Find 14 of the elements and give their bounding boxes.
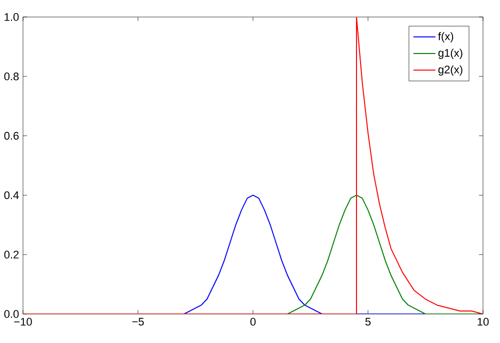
legend-label: g2(x) (438, 65, 462, 76)
y-tick-label: 0.4 (4, 191, 19, 200)
x-tick-label: 0 (250, 318, 256, 326)
y-tick-label: 1.0 (4, 13, 19, 21)
y-tick-label: 0.8 (4, 72, 19, 80)
legend-label: f(x) (438, 32, 454, 42)
x-tick-label: −5 (132, 318, 144, 326)
legend-label: g1(x) (438, 48, 462, 59)
y-tick-label: 0.2 (4, 250, 19, 258)
x-tick-label: 5 (365, 318, 371, 326)
y-tick-label: 0.0 (4, 310, 19, 318)
y-tick-label: 0.6 (4, 132, 19, 140)
x-tick-label: −10 (14, 318, 32, 326)
x-tick-label: 10 (478, 318, 489, 326)
